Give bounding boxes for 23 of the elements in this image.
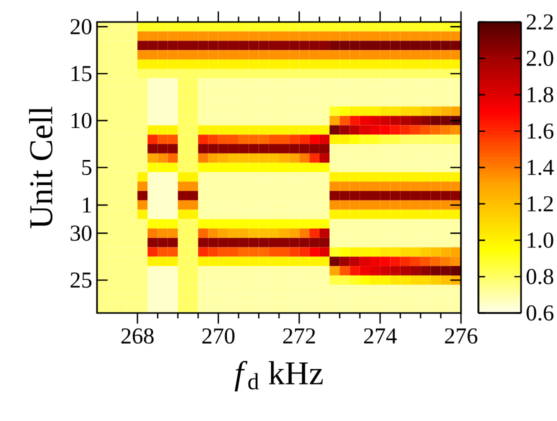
x-axis-title: f$_{d}$ kHz — [234, 360, 323, 392]
color-bar-label: 0.6 — [526, 305, 554, 321]
y-tick-label: 5 — [82, 160, 92, 176]
y-tick-label: 25 — [70, 272, 92, 288]
x-tick-label: 270 — [202, 328, 234, 344]
x-tick-label: 276 — [444, 328, 478, 344]
y-tick-label: 15 — [72, 66, 92, 82]
color-bar-label: 1.0 — [528, 232, 554, 248]
y-tick-label: 1 — [82, 198, 91, 213]
x-tick-label: 272 — [283, 328, 315, 344]
x-tick-label: 268 — [121, 328, 154, 344]
color-bar-label: 1.4 — [528, 160, 554, 176]
color-bar-label: 1.8 — [528, 87, 554, 102]
y-axis-title: Unit Cell — [29, 106, 52, 228]
color-bar-label: 1.2 — [528, 196, 553, 212]
y-tick-label: 20 — [70, 19, 92, 34]
color-bar-label: 1.6 — [528, 123, 554, 139]
y-tick-label: 30 — [70, 226, 92, 241]
color-bar-label: 0.8 — [526, 268, 554, 284]
x-tick-label: 274 — [364, 328, 397, 344]
color-bar-label: 2.2 — [526, 14, 553, 30]
y-tick-label: 10 — [72, 112, 92, 128]
color-bar-label: 2.0 — [526, 50, 554, 66]
